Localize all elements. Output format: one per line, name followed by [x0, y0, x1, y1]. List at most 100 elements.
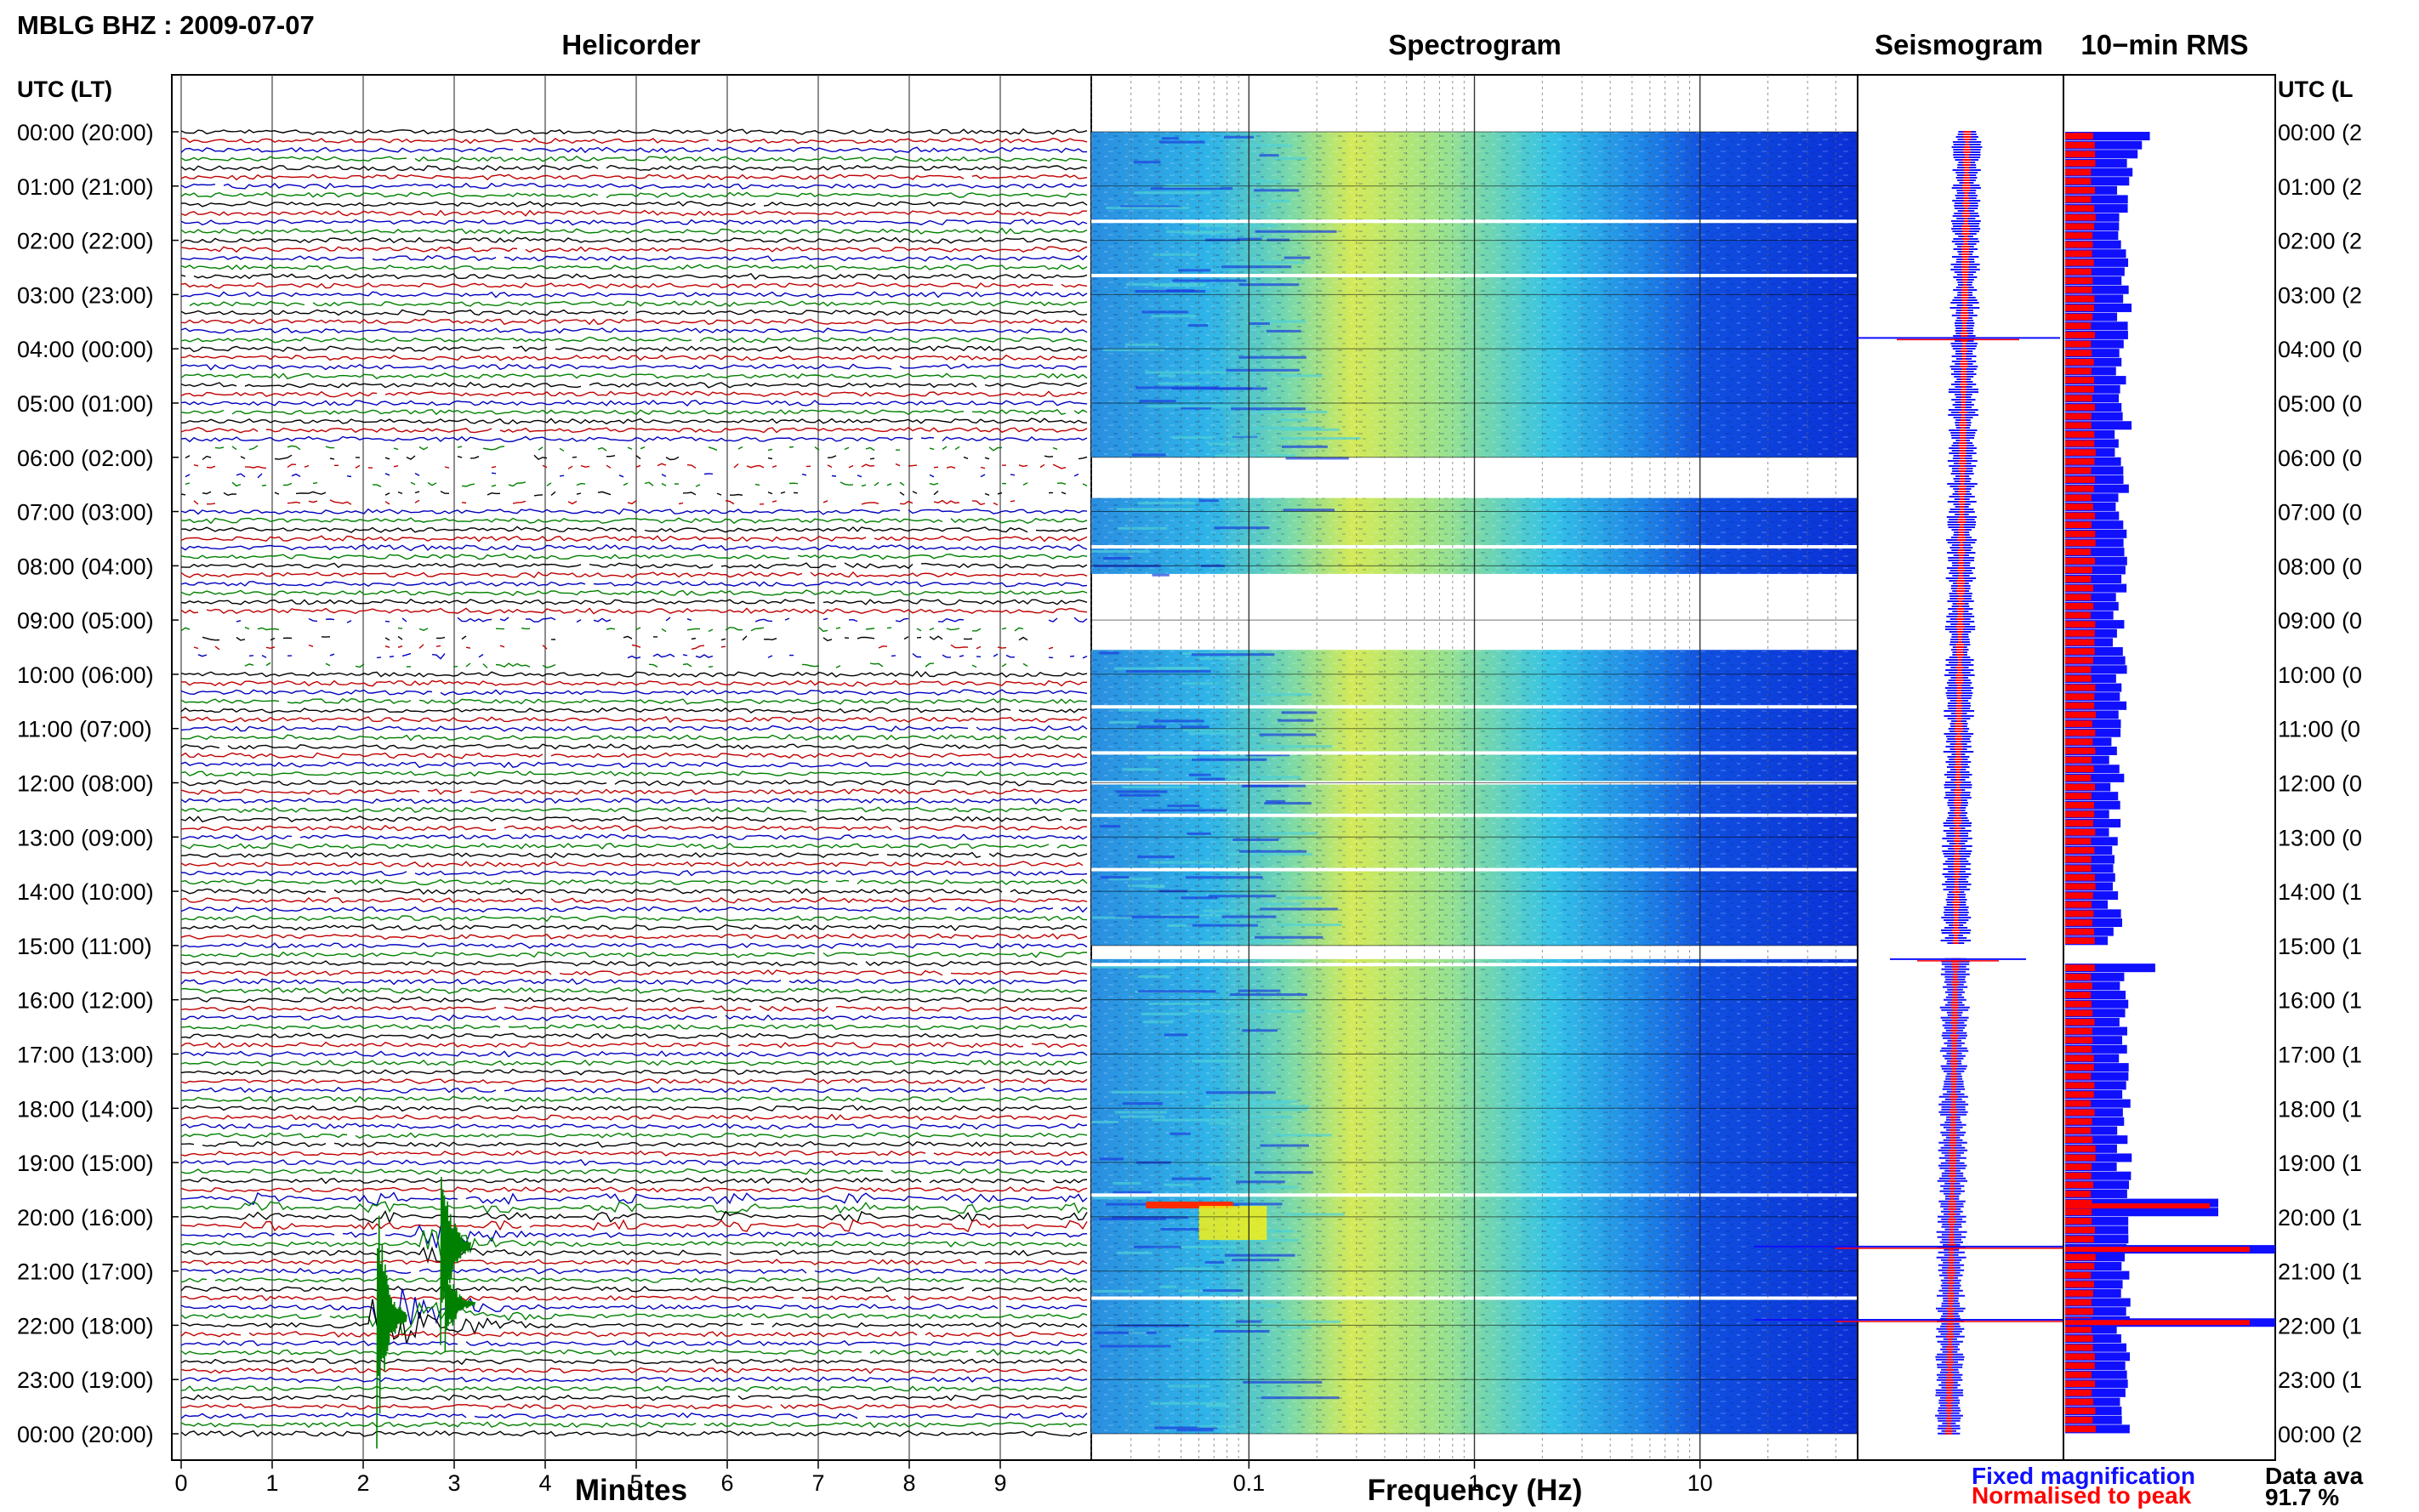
- rms-normalised-bar: [2065, 313, 2093, 321]
- helicorder-trace: [180, 562, 1088, 570]
- rms-normalised-bar: [2065, 1082, 2095, 1089]
- rms-fixed-bar: [2065, 1071, 2129, 1081]
- hour-label-right: 05:00 (0: [2278, 391, 2362, 417]
- spectrogram-streak: [1231, 407, 1306, 411]
- spectrogram-streak: [1211, 1101, 1290, 1105]
- helicorder-trace: [180, 1132, 1088, 1139]
- rms-fixed-bar: [2065, 1026, 2127, 1036]
- rms-normalised-bar: [2065, 865, 2092, 873]
- spectrogram-streak: [1134, 191, 1211, 195]
- spectrogram-event-hot: [1146, 1201, 1233, 1208]
- spectrogram-streak: [1191, 653, 1275, 657]
- helicorder-trace: [180, 1367, 1088, 1374]
- rms-normalised-bar: [2065, 648, 2095, 655]
- spectrogram-streak: [1281, 445, 1328, 448]
- rms-normalised-bar: [2065, 693, 2095, 701]
- helicorder-trace: [180, 219, 1088, 226]
- spectrogram-streak: [1141, 809, 1227, 812]
- spectrogram-streak: [1220, 812, 1294, 816]
- spectrogram-streak: [1105, 1202, 1150, 1206]
- spectrogram-streak: [1103, 557, 1130, 560]
- rms-fixed-bar: [2065, 918, 2122, 928]
- hour-labels-left: 00:00 (20:00) 01:00 (21:00) 02:00 (22:00) 0…: [17, 120, 154, 1447]
- rms-fixed-bar: [2065, 1135, 2128, 1145]
- helicorder-trace: [180, 155, 1088, 162]
- spectrogram-streak: [1091, 550, 1151, 554]
- rms-fixed-bar: [2065, 267, 2125, 276]
- spectrogram-streak: [1225, 776, 1301, 779]
- hour-label-right: 08:00 (0: [2278, 554, 2362, 579]
- hour-label-utc: 18:00 (14:00): [17, 1096, 154, 1122]
- helicorder-trace: [180, 1229, 1088, 1257]
- helicorder-trace: [180, 318, 1088, 326]
- helicorder-trace: [180, 1299, 1088, 1344]
- rms-fixed-bar: [2065, 1216, 2129, 1225]
- rms-normalised-bar: [2065, 702, 2095, 709]
- spectrogram-streak: [1204, 1202, 1283, 1206]
- hour-label-right: 04:00 (0: [2278, 337, 2362, 362]
- hour-label-right: 16:00 (1: [2278, 988, 2362, 1014]
- rms-normalised-bar: [2065, 629, 2095, 637]
- rms-normalised-bar: [2065, 350, 2092, 356]
- rms-fixed-bar: [2065, 1081, 2126, 1090]
- helicorder-trace: [180, 996, 1088, 1003]
- helicorder-x-tick-label: 6: [720, 1470, 733, 1496]
- rms-normalised-bar: [2065, 422, 2092, 429]
- helicorder-trace: [180, 1068, 1088, 1076]
- rms-fixed-bar: [2065, 1117, 2125, 1126]
- helicorder-trace: [180, 273, 1088, 281]
- spectrogram-streak: [1180, 406, 1212, 410]
- rms-fixed-bar: [2065, 1225, 2129, 1235]
- rms-normalised-bar: [2065, 937, 2095, 945]
- rms-fixed-bar: [2065, 140, 2143, 150]
- spectrogram-streak: [1198, 777, 1226, 781]
- spectrogram-streak: [1102, 348, 1165, 351]
- rms-fixed-bar: [2065, 520, 2124, 530]
- spectrogram-streak: [1269, 199, 1290, 202]
- hour-label-utc: 04:00 (00:00): [17, 337, 154, 362]
- legend-fixed-magnification: Fixed magnification: [1972, 1463, 2195, 1489]
- rms-fixed-bar: [2065, 1044, 2127, 1054]
- helicorder-trace: [180, 1032, 1088, 1039]
- spectrogram-streak: [1261, 1396, 1340, 1400]
- spectrogram-streak: [1116, 508, 1192, 511]
- hour-label-utc: 15:00 (11:00): [17, 934, 152, 959]
- helicorder-trace: [180, 896, 1088, 904]
- spectrogram-streak: [1125, 282, 1207, 286]
- spectrogram-streak: [1264, 802, 1312, 805]
- rms-normalised-bar: [2065, 1046, 2092, 1053]
- helicorder-trace: [180, 1095, 1088, 1103]
- spectrogram-streak: [1109, 720, 1139, 724]
- spectrogram-streak: [1150, 187, 1233, 190]
- rms-fixed-bar: [2065, 321, 2128, 331]
- hour-label-utc: 03:00 (23:00): [17, 282, 154, 308]
- helicorder-trace: [180, 543, 1088, 552]
- spectrogram-streak: [1261, 1320, 1341, 1323]
- helicorder-trace: [180, 1430, 1088, 1438]
- spectrogram-streak: [1158, 382, 1201, 385]
- rms-fixed-bar: [2065, 1235, 2129, 1244]
- rms-normalised-bar: [2065, 1335, 2093, 1342]
- rms-fixed-bar: [2065, 412, 2123, 421]
- hour-label-utc: 09:00 (05:00): [17, 608, 154, 634]
- helicorder-trace: [180, 951, 1088, 958]
- rms-normalised-bar: [2065, 847, 2095, 854]
- rms-normalised-bar: [2065, 186, 2096, 194]
- rms-normalised-bar: [2065, 340, 2092, 348]
- helicorder-trace: [180, 806, 1088, 814]
- helicorder-trace: [180, 553, 1088, 560]
- rms-fixed-bar: [2065, 529, 2127, 538]
- spectrogram-streak: [1215, 454, 1295, 458]
- spectrogram-streak: [1163, 185, 1221, 188]
- helicorder-trace: [180, 1358, 1088, 1366]
- hour-label-right: 17:00 (1: [2278, 1042, 2362, 1067]
- spectrogram-xlabel: Frequency (Hz): [1368, 1474, 1583, 1507]
- helicorder-trace: [180, 915, 1088, 923]
- helicorder-trace: [180, 490, 1067, 497]
- rms-normalised-bar: [2065, 1127, 2092, 1134]
- rms-normalised-bar: [2065, 874, 2095, 881]
- helicorder-trace: [180, 164, 1088, 172]
- spectrogram-streak: [1171, 1177, 1212, 1180]
- spectrogram-streak: [1099, 1157, 1124, 1161]
- helicorder-trace: [180, 824, 1088, 832]
